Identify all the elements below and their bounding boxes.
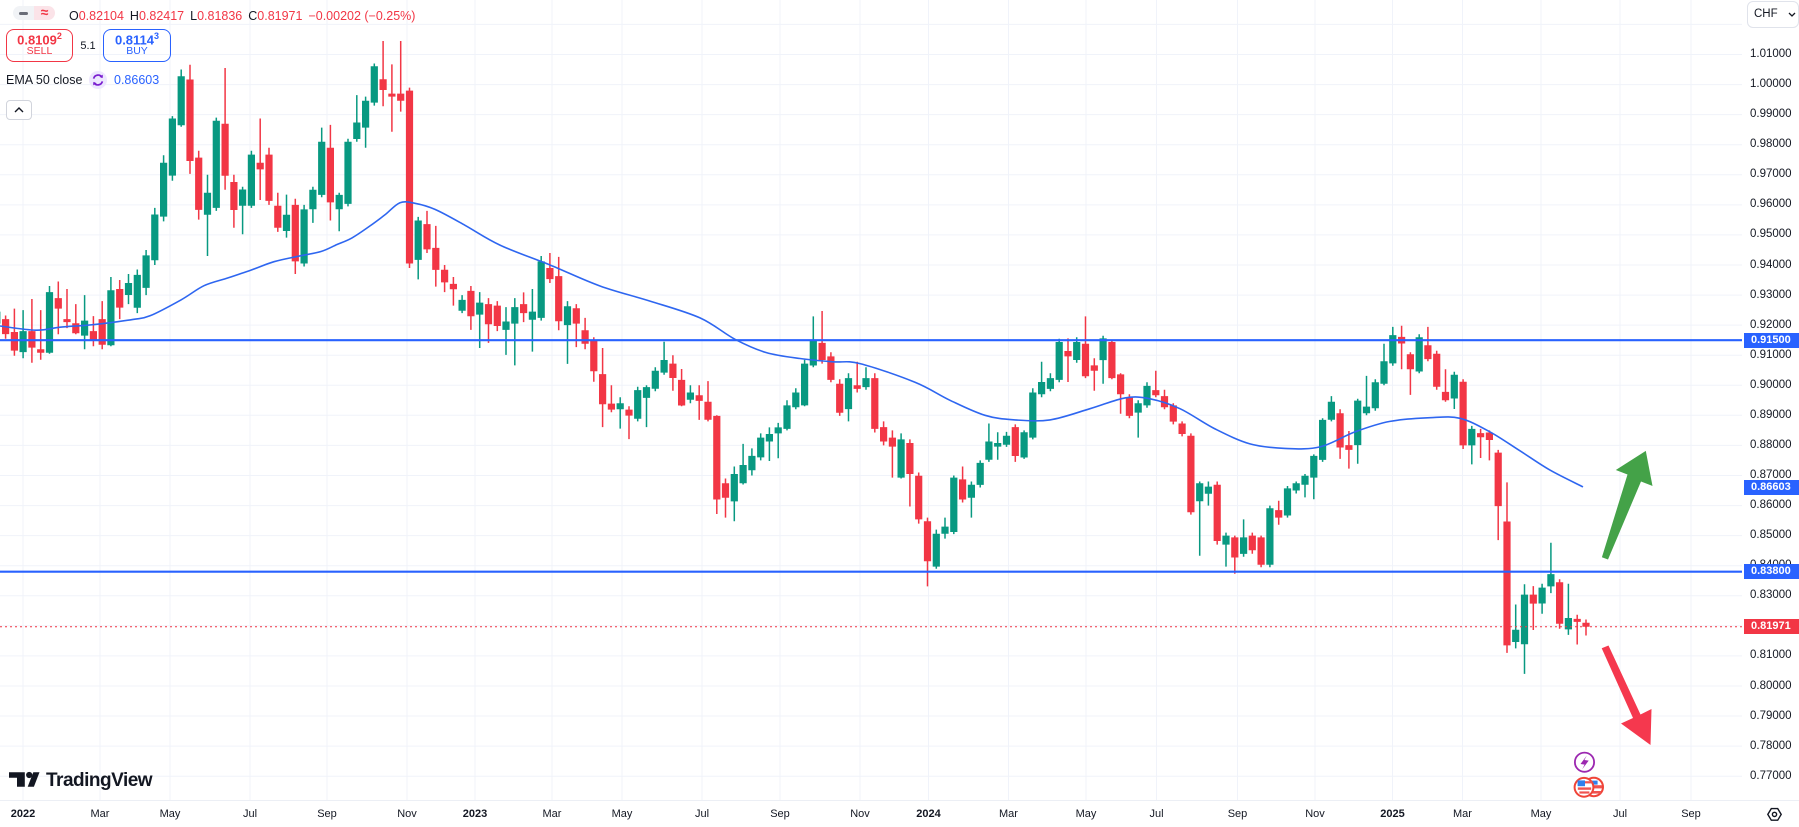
svg-text:TradingView: TradingView	[46, 770, 153, 791]
